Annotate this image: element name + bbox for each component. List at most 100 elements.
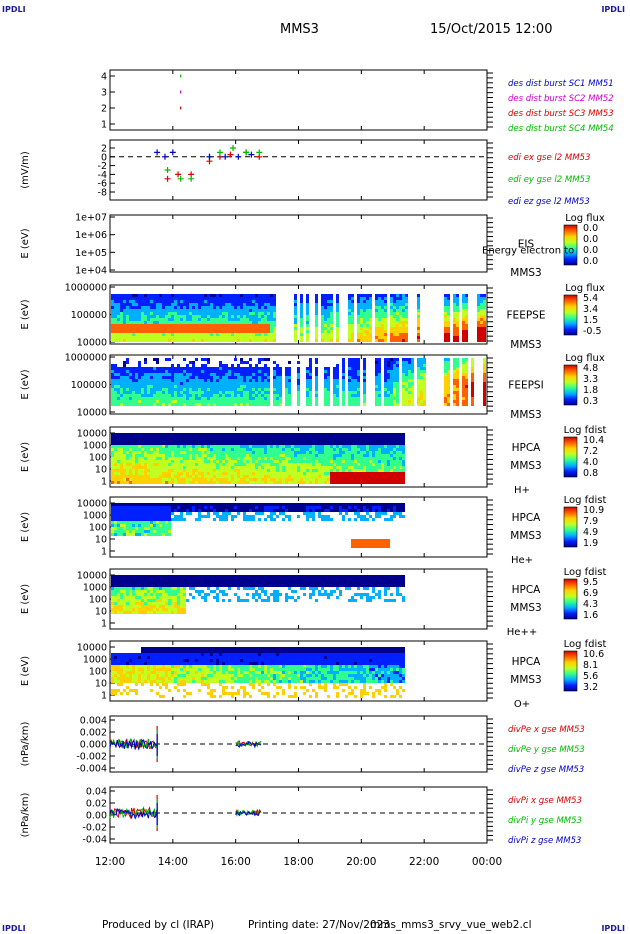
panel-5-spectrogram-pixel — [135, 463, 138, 466]
panel-4-spectrogram-pixel — [423, 403, 426, 406]
panel-5-spectrogram-pixel — [120, 463, 123, 466]
panel-5-spectrogram-pixel — [348, 451, 351, 454]
panel-3-spectrogram-pixel — [228, 336, 231, 339]
panel-3-spectrogram-pixel — [156, 324, 159, 327]
panel-5-spectrogram-pixel — [270, 469, 273, 472]
panel-4-spectrogram-pixel — [324, 400, 327, 403]
panel-4-spectrogram-pixel — [135, 400, 138, 403]
panel-4-spectrogram-pixel — [420, 400, 423, 403]
panel-5-spectrogram-pixel — [117, 445, 120, 448]
panel-3-spectrogram-pixel — [186, 339, 189, 342]
panel-3-spectrogram-pixel — [183, 327, 186, 330]
panel-6-spectrogram-pixel — [153, 530, 156, 533]
panel-4-spectrogram-pixel — [411, 376, 414, 379]
panel-3-spectrogram-pixel — [144, 318, 147, 321]
panel-5-spectrogram-pixel — [261, 466, 264, 469]
panel-4-spectrogram-pixel — [402, 382, 405, 385]
panel-3-spectrogram-pixel — [465, 315, 468, 318]
panel-5-spectrogram-pixel — [402, 454, 405, 457]
panel-3-spectrogram-pixel — [384, 336, 387, 339]
panel-5-spectrogram-pixel — [126, 451, 129, 454]
panel-5-spectrogram-pixel — [363, 466, 366, 469]
panel-3-spectrogram-pixel — [369, 330, 372, 333]
panel-5-spectrogram-pixel — [225, 469, 228, 472]
panel-5-spectrogram-pixel — [189, 481, 192, 484]
panel-3-spectrogram-pixel — [363, 303, 366, 306]
panel-3-ytick-label: 100000 — [71, 310, 107, 321]
panel-5-spectrogram-pixel — [363, 478, 366, 481]
panel-3-spectrogram-pixel — [381, 309, 384, 312]
panel-5-spectrogram-pixel — [165, 475, 168, 478]
panel-4-spectrogram-pixel — [420, 397, 423, 400]
panel-4-spectrogram-pixel — [204, 367, 207, 370]
panel-3-spectrogram-pixel — [417, 336, 420, 339]
panel-4-spectrogram-pixel — [408, 379, 411, 382]
panel-5-spectrogram-pixel — [210, 463, 213, 466]
panel-2-ytick-label: 1e+04 — [75, 266, 107, 277]
panel-3-spectrogram-pixel — [399, 300, 402, 303]
panel-3-spectrogram-pixel — [255, 297, 258, 300]
panel-3-spectrogram-pixel — [162, 324, 165, 327]
panel-4-spectrogram-pixel — [147, 373, 150, 376]
panel-5-spectrogram-pixel — [315, 478, 318, 481]
panel-3-spectrogram-pixel — [222, 336, 225, 339]
panel-5-spectrogram-pixel — [153, 463, 156, 466]
panel-3-spectrogram-pixel — [447, 312, 450, 315]
panel-3-spectrogram-pixel — [243, 300, 246, 303]
panel-4-spectrogram-pixel — [456, 367, 459, 370]
panel-4-spectrogram-pixel — [129, 382, 132, 385]
panel-5-spectrogram-pixel — [183, 481, 186, 484]
panel-5-spectrogram-pixel — [180, 448, 183, 451]
panel-3-spectrogram-pixel — [351, 318, 354, 321]
panel-3-spectrogram-pixel — [477, 318, 480, 321]
panel-5-spectrogram-pixel — [180, 460, 183, 463]
panel-3-spectrogram-pixel — [417, 297, 420, 300]
panel-3-spectrogram-pixel — [135, 327, 138, 330]
panel-4-spectrogram-pixel — [390, 358, 393, 361]
panel-4-spectrogram-pixel — [144, 391, 147, 394]
panel-5-spectrogram-pixel — [228, 457, 231, 460]
panel-3-spectrogram-pixel — [273, 330, 276, 333]
panel-3-spectrogram-pixel — [225, 309, 228, 312]
panel-5-spectrogram-pixel — [366, 433, 369, 436]
panel-3-spectrogram-pixel — [390, 306, 393, 309]
panel-3-spectrogram-pixel — [399, 294, 402, 297]
panel-5-spectrogram-pixel — [369, 442, 372, 445]
panel-5-spectrogram-pixel — [255, 445, 258, 448]
panel-5-spectrogram-pixel — [354, 439, 357, 442]
panel-5-spectrogram-pixel — [360, 451, 363, 454]
panel-3-spectrogram-pixel — [396, 309, 399, 312]
panel-3-spectrogram-pixel — [228, 318, 231, 321]
panel-5-spectrogram-pixel — [114, 439, 117, 442]
panel-4-spectrogram-pixel — [297, 391, 300, 394]
panel-4-spectrogram-pixel — [444, 379, 447, 382]
panel-3-spectrogram-pixel — [378, 309, 381, 312]
panel-4-spectrogram-pixel — [174, 367, 177, 370]
panel-6-spectrogram-pixel — [141, 524, 144, 527]
panel-3-spectrogram-pixel — [336, 315, 339, 318]
panel-3-spectrogram-pixel — [321, 312, 324, 315]
panel-5-spectrogram-pixel — [363, 475, 366, 478]
panel-6-spectrogram-pixel — [132, 524, 135, 527]
panel-5-spectrogram-pixel — [315, 475, 318, 478]
panel-4-spectrogram-pixel — [351, 358, 354, 361]
panel-5-spectrogram-pixel — [225, 442, 228, 445]
panel-3-spectrogram-pixel — [216, 300, 219, 303]
panel-5-spectrogram-pixel — [399, 451, 402, 454]
panel-3-spectrogram-pixel — [456, 306, 459, 309]
panel-3-spectrogram-pixel — [483, 330, 486, 333]
panel-4-spectrogram-pixel — [141, 385, 144, 388]
panel-3-spectrogram-pixel — [234, 297, 237, 300]
panel-5-spectrogram-pixel — [141, 454, 144, 457]
panel-1-ytick-label: 2 — [101, 144, 107, 155]
panel-3-spectrogram-pixel — [159, 315, 162, 318]
panel-3-spectrogram-pixel — [198, 333, 201, 336]
panel-5-spectrogram-pixel — [339, 463, 342, 466]
panel-0-legend-entry: des dist burst SC4 MM54 — [508, 124, 614, 134]
panel-4-spectrogram-pixel — [201, 388, 204, 391]
panel-5-spectrogram-pixel — [384, 448, 387, 451]
panel-4-spectrogram-pixel — [240, 388, 243, 391]
panel-5-spectrogram-pixel — [264, 466, 267, 469]
panel-4-spectrogram-pixel — [255, 400, 258, 403]
panel-5-spectrogram-pixel — [237, 457, 240, 460]
